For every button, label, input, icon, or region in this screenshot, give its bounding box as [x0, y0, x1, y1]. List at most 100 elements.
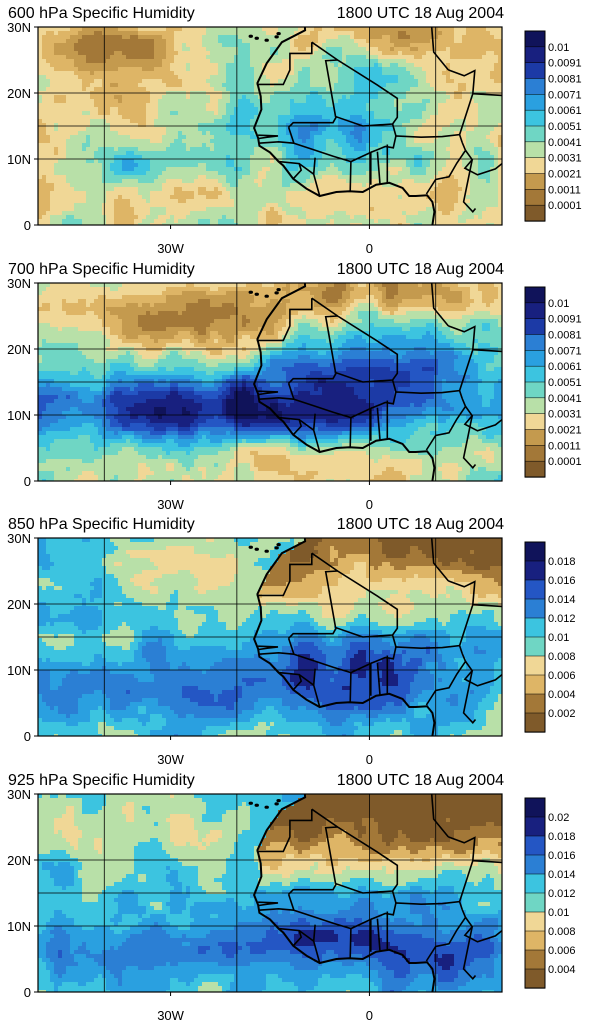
humidity-cell	[226, 195, 231, 200]
humidity-cell	[214, 95, 219, 100]
humidity-cell	[406, 191, 411, 196]
humidity-cell	[142, 63, 147, 68]
humidity-cell	[362, 107, 367, 112]
humidity-cell	[110, 155, 115, 160]
humidity-cell	[186, 51, 191, 56]
humidity-cell	[174, 195, 179, 200]
humidity-cell	[422, 155, 427, 160]
humidity-cell	[454, 43, 459, 48]
humidity-cell	[342, 111, 347, 116]
humidity-cell	[498, 179, 502, 184]
humidity-cell	[38, 35, 43, 40]
humidity-cell	[350, 43, 355, 48]
humidity-cell	[50, 79, 55, 84]
humidity-cell	[330, 43, 335, 48]
humidity-cell	[366, 131, 371, 136]
humidity-cell	[418, 159, 423, 164]
humidity-cell	[130, 135, 135, 140]
humidity-cell	[122, 119, 127, 124]
humidity-cell	[462, 131, 467, 136]
humidity-cell	[294, 183, 299, 188]
humidity-cell	[434, 95, 439, 100]
humidity-cell	[170, 155, 175, 160]
humidity-cell	[422, 143, 427, 148]
humidity-cell	[290, 107, 295, 112]
humidity-cell	[266, 151, 271, 156]
humidity-cell	[466, 75, 471, 80]
humidity-cell	[134, 63, 139, 68]
humidity-cell	[290, 183, 295, 188]
humidity-cell	[422, 151, 427, 156]
humidity-cell	[62, 143, 67, 148]
humidity-cell	[306, 43, 311, 48]
humidity-cell	[458, 171, 463, 176]
humidity-cell	[294, 115, 299, 120]
humidity-cell	[322, 63, 327, 68]
humidity-cell	[134, 27, 139, 32]
humidity-cell	[106, 27, 111, 32]
humidity-cell	[234, 171, 239, 176]
humidity-cell	[354, 175, 359, 180]
humidity-cell	[418, 123, 423, 128]
humidity-cell	[74, 171, 79, 176]
humidity-cell	[194, 107, 199, 112]
humidity-cell	[206, 167, 211, 172]
humidity-cell	[94, 47, 99, 52]
humidity-cell	[266, 43, 271, 48]
humidity-cell	[38, 87, 43, 92]
humidity-cell	[446, 71, 451, 76]
humidity-cell	[322, 139, 327, 144]
humidity-cell	[134, 171, 139, 176]
humidity-cell	[74, 67, 79, 72]
humidity-cell	[378, 31, 383, 36]
humidity-cell	[82, 103, 87, 108]
humidity-cell	[266, 191, 271, 196]
humidity-cell	[114, 99, 119, 104]
humidity-cell	[274, 111, 279, 116]
humidity-cell	[370, 103, 375, 108]
humidity-cell	[258, 191, 263, 196]
humidity-cell	[398, 123, 403, 128]
humidity-cell	[158, 111, 163, 116]
humidity-cell	[294, 63, 299, 68]
humidity-cell	[106, 159, 111, 164]
humidity-cell	[158, 159, 163, 164]
humidity-cell	[418, 79, 423, 84]
humidity-cell	[118, 79, 123, 84]
humidity-cell	[166, 99, 171, 104]
humidity-cell	[174, 43, 179, 48]
humidity-cell	[454, 191, 459, 196]
humidity-cell	[126, 87, 131, 92]
humidity-cell	[478, 79, 483, 84]
humidity-cell	[178, 27, 183, 32]
humidity-cell	[330, 51, 335, 56]
humidity-cell	[218, 115, 223, 120]
humidity-cell	[230, 131, 235, 136]
humidity-cell	[346, 43, 351, 48]
humidity-cell	[86, 39, 91, 44]
humidity-cell	[142, 127, 147, 132]
humidity-cell	[298, 67, 303, 72]
humidity-cell	[414, 187, 419, 192]
humidity-cell	[54, 155, 59, 160]
humidity-cell	[466, 135, 471, 140]
humidity-cell	[38, 171, 43, 176]
humidity-cell	[214, 183, 219, 188]
humidity-cell	[250, 179, 255, 184]
humidity-cell	[358, 107, 363, 112]
humidity-cell	[70, 27, 75, 32]
humidity-cell	[266, 111, 271, 116]
humidity-cell	[166, 95, 171, 100]
humidity-cell	[46, 43, 51, 48]
humidity-cell	[262, 83, 267, 88]
humidity-cell	[342, 43, 347, 48]
humidity-cell	[150, 83, 155, 88]
humidity-cell	[230, 163, 235, 168]
humidity-cell	[90, 59, 95, 64]
humidity-cell	[254, 51, 259, 56]
humidity-cell	[214, 167, 219, 172]
humidity-cell	[146, 195, 151, 200]
humidity-cell	[50, 159, 55, 164]
humidity-cell	[222, 31, 227, 36]
humidity-cell	[38, 63, 43, 68]
